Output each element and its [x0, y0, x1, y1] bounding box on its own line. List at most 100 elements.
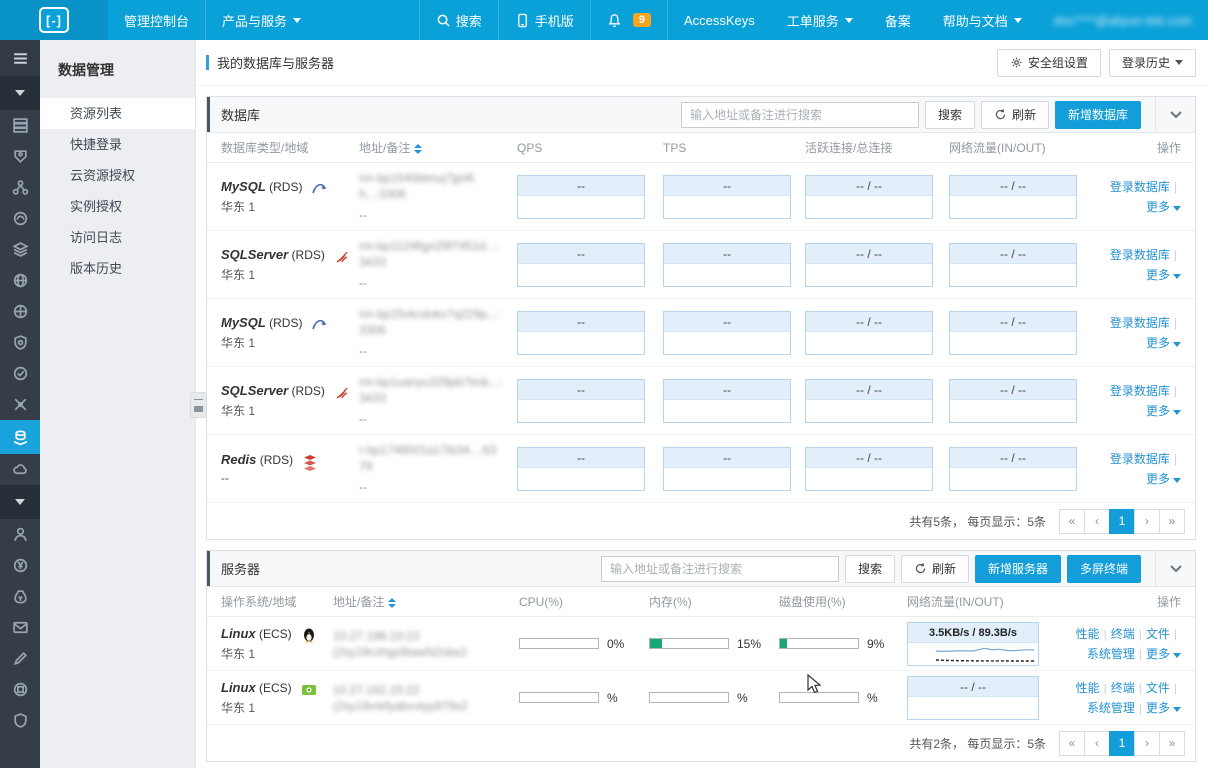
security-group-button[interactable]: 安全组设置: [996, 48, 1101, 77]
rail-item-cloud[interactable]: [0, 454, 40, 485]
rail-item-audit[interactable]: [0, 674, 40, 705]
memory-progress-bar: [649, 638, 729, 649]
database-panel-collapse[interactable]: [1155, 97, 1195, 132]
more-link[interactable]: 更多: [1145, 700, 1170, 715]
db-type: MySQL (RDS) 华东 1: [221, 179, 302, 215]
add-database-button[interactable]: 新增数据库: [1054, 100, 1141, 129]
next-page-button[interactable]: ›: [1134, 508, 1160, 534]
nav-beian[interactable]: 备案: [884, 13, 911, 29]
more-link[interactable]: 更多: [1145, 199, 1170, 214]
first-page-button[interactable]: «: [1059, 730, 1085, 756]
system-manage-link[interactable]: 系统管理: [1086, 646, 1135, 661]
perf-link[interactable]: 性能: [1075, 626, 1100, 641]
last-page-button[interactable]: »: [1159, 508, 1185, 534]
server-row-actions: 性能 | 终端 | 文件 | 系统管理 | 更多: [1057, 624, 1181, 664]
rail-item-dms-active[interactable]: [0, 420, 40, 454]
nav-help[interactable]: 帮助与文档: [927, 0, 1038, 40]
login-database-link[interactable]: 登录数据库: [1109, 179, 1170, 194]
more-link[interactable]: 更多: [1145, 646, 1170, 661]
pencil-icon: [13, 651, 27, 666]
sidebar-item-resource-list[interactable]: 资源列表: [40, 98, 195, 129]
database-search-input[interactable]: [680, 101, 919, 128]
more-link[interactable]: 更多: [1145, 471, 1170, 486]
rail-group-collapse-top[interactable]: [0, 76, 40, 110]
nav-tickets[interactable]: 工单服务: [771, 0, 869, 40]
nav-accesskeys[interactable]: AccessKeys: [666, 0, 771, 40]
terminal-link[interactable]: 终端: [1110, 626, 1135, 641]
chevron-down-icon: [1169, 564, 1182, 572]
rail-group-collapse-bottom[interactable]: [0, 485, 40, 519]
last-page-button[interactable]: »: [1159, 730, 1185, 756]
add-server-button[interactable]: 新增服务器: [974, 554, 1061, 583]
rail-item-dns[interactable]: [0, 296, 40, 327]
login-history-button[interactable]: 登录历史: [1108, 48, 1196, 77]
rail-item-security[interactable]: [0, 705, 40, 736]
server-os: Linux (ECS) 华东 1: [221, 680, 292, 716]
sidebar-item-cloud-auth[interactable]: 云资源授权: [70, 168, 136, 183]
terminal-link[interactable]: 终端: [1110, 680, 1135, 695]
rail-item-globe[interactable]: [0, 265, 40, 296]
multi-terminal-button[interactable]: 多屏终端: [1066, 554, 1141, 583]
nav-products[interactable]: 产品与服务: [205, 0, 317, 40]
aliyun-logo[interactable]: [-]: [0, 0, 108, 40]
hamburger-menu-button[interactable]: [0, 40, 40, 76]
server-refresh-button[interactable]: 刷新: [900, 554, 969, 583]
rail-item-database-stack[interactable]: [0, 110, 40, 141]
rail-item-shield-cloud[interactable]: [0, 327, 40, 358]
system-manage-link[interactable]: 系统管理: [1086, 700, 1135, 715]
prev-page-button[interactable]: ‹: [1084, 508, 1110, 534]
login-database-link[interactable]: 登录数据库: [1109, 247, 1170, 262]
file-link[interactable]: 文件: [1145, 626, 1170, 641]
more-link[interactable]: 更多: [1145, 335, 1170, 350]
rail-item-layers[interactable]: [0, 234, 40, 265]
login-database-link[interactable]: 登录数据库: [1109, 315, 1170, 330]
rail-item-billing[interactable]: [0, 550, 40, 581]
perf-link[interactable]: 性能: [1075, 680, 1100, 695]
col-sv-addr[interactable]: 地址/备注: [333, 593, 519, 610]
server-panel: 服务器 搜索 刷新 新增服务器 多屏终端 操作系统/地域 地址/备注 CPU(%…: [206, 550, 1196, 762]
rail-item-shield-check[interactable]: [0, 358, 40, 389]
login-database-link[interactable]: 登录数据库: [1109, 451, 1170, 466]
rail-item-user[interactable]: [0, 519, 40, 550]
sidebar-item-quick-login[interactable]: 快捷登录: [70, 137, 123, 152]
db-region: 华东 1: [221, 335, 256, 350]
nav-mobile[interactable]: 手机版: [497, 0, 590, 40]
more-link[interactable]: 更多: [1145, 267, 1170, 282]
first-page-button[interactable]: «: [1059, 508, 1085, 534]
rail-item-cloud-disk[interactable]: [0, 203, 40, 234]
login-database-link[interactable]: 登录数据库: [1109, 383, 1170, 398]
rail-item-funds[interactable]: [0, 581, 40, 612]
next-page-button[interactable]: ›: [1134, 730, 1160, 756]
page-number-button[interactable]: 1: [1109, 730, 1135, 756]
database-search-label: 搜索: [937, 108, 962, 122]
sort-icon[interactable]: [414, 143, 423, 154]
server-search-input[interactable]: [600, 555, 839, 582]
nav-notifications[interactable]: 9: [589, 0, 667, 40]
page-number-button[interactable]: 1: [1109, 508, 1135, 534]
rail-item-messages[interactable]: [0, 612, 40, 643]
server-panel-collapse[interactable]: [1155, 551, 1195, 586]
sidebar-item-version-history[interactable]: 版本历史: [70, 261, 123, 276]
sidebar-item-access-log[interactable]: 访问日志: [70, 230, 123, 245]
server-address-line2: (2sy19vrkfyabvvtyy879s2: [333, 698, 468, 713]
more-link[interactable]: 更多: [1145, 403, 1170, 418]
nav-console[interactable]: 管理控制台: [124, 13, 190, 29]
rail-item-edit[interactable]: [0, 643, 40, 674]
rail-item-cluster[interactable]: [0, 172, 40, 203]
database-refresh-button[interactable]: 刷新: [980, 100, 1049, 129]
sort-icon[interactable]: [388, 597, 397, 608]
sidebar-collapse-handle[interactable]: [190, 392, 207, 418]
prev-page-button[interactable]: ‹: [1084, 730, 1110, 756]
memory-percent: 15%: [737, 636, 762, 651]
sidebar-item-instance-auth[interactable]: 实例授权: [70, 199, 123, 214]
rail-item-network-star[interactable]: [0, 389, 40, 420]
db-type-name: Redis: [221, 452, 257, 467]
db-address: r-bp1746501a17ib34...:63 79 --: [359, 442, 517, 495]
file-link[interactable]: 文件: [1145, 680, 1170, 695]
database-search-button[interactable]: 搜索: [924, 100, 975, 129]
nav-search[interactable]: 搜索: [418, 0, 498, 40]
nav-user-account[interactable]: doc****@aliyun-tek.com: [1038, 0, 1208, 40]
rail-item-storage[interactable]: [0, 141, 40, 172]
server-search-button[interactable]: 搜索: [844, 554, 895, 583]
col-db-addr[interactable]: 地址/备注: [359, 139, 517, 156]
